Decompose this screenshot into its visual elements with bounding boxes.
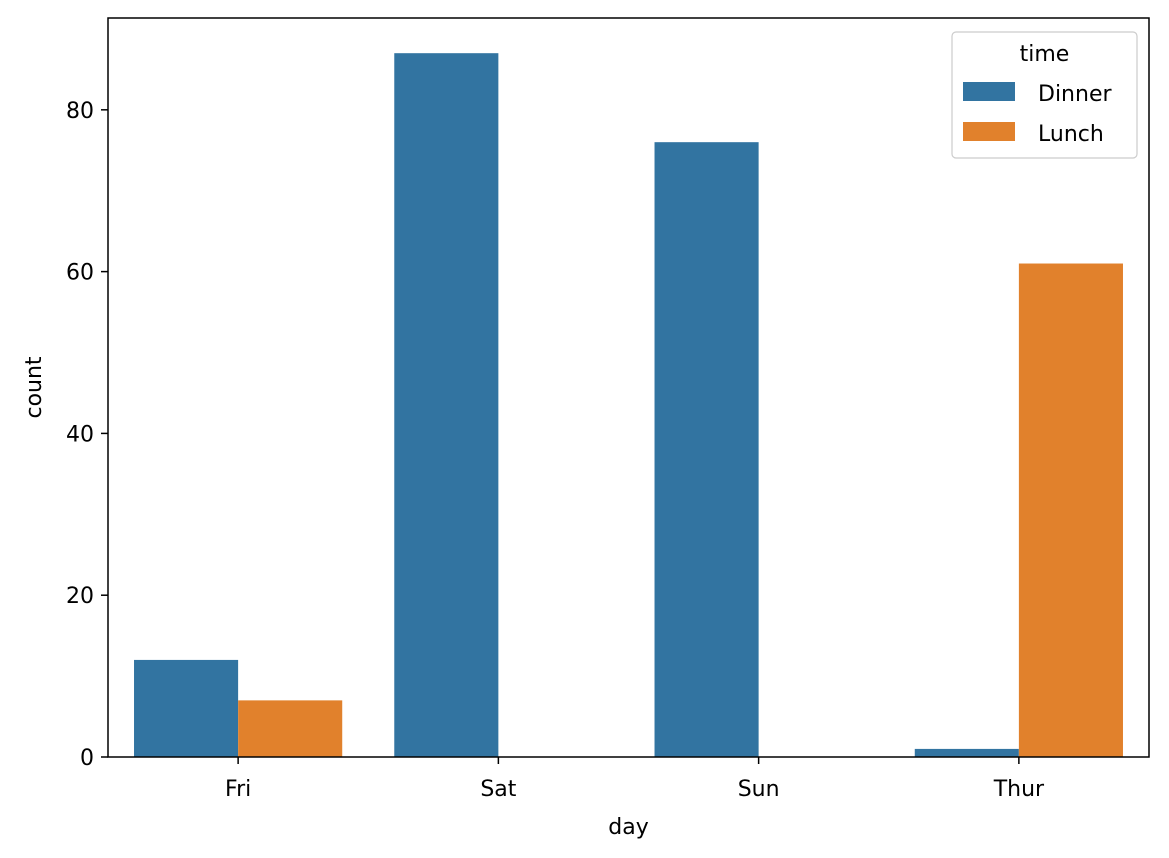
- bar-lunch-thur: [1018, 263, 1123, 757]
- legend-title: time: [1020, 42, 1070, 67]
- y-tick-label-20: 20: [66, 584, 94, 609]
- legend-swatch-dinner: [963, 82, 1015, 101]
- legend-swatch-lunch: [963, 122, 1015, 141]
- y-tick-label-0: 0: [80, 746, 94, 771]
- bar-lunch-fri: [238, 700, 343, 757]
- legend: time Dinner Lunch: [951, 31, 1138, 159]
- bar-dinner-sat: [394, 53, 499, 757]
- legend-label-dinner: Dinner: [1038, 82, 1112, 107]
- x-tick-label-sat: Sat: [480, 777, 516, 802]
- y-tick-label-80: 80: [66, 99, 94, 124]
- x-tick-label-sun: Sun: [738, 777, 780, 802]
- y-tick-label-60: 60: [66, 261, 94, 286]
- legend-label-lunch: Lunch: [1038, 122, 1104, 147]
- bars-group: [134, 53, 1123, 757]
- bar-dinner-sun: [654, 142, 759, 757]
- legend-items: Dinner Lunch: [963, 82, 1112, 147]
- y-tick-label-40: 40: [66, 422, 94, 447]
- x-axis-label: day: [608, 815, 648, 840]
- tick-group: Fri Sat Sun Thur 0 20 40 60 80: [66, 99, 1045, 802]
- plot-frame: [107, 17, 1150, 758]
- bar-dinner-fri: [134, 659, 239, 757]
- bar-dinner-thur: [914, 748, 1019, 757]
- y-axis-label: count: [22, 356, 47, 418]
- x-tick-label-fri: Fri: [225, 777, 251, 802]
- x-tick-label-thur: Thur: [993, 777, 1045, 802]
